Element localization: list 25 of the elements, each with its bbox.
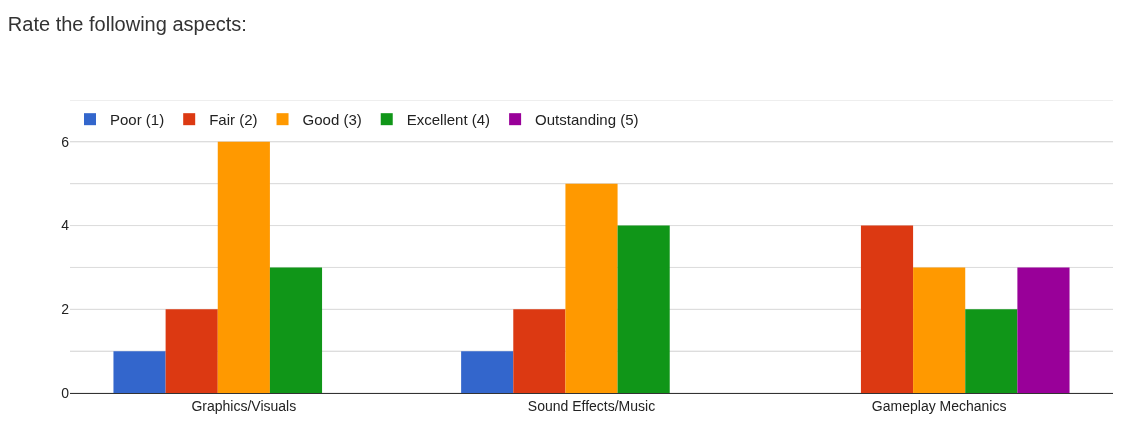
bar (513, 309, 566, 393)
legend-label: Good (3) (302, 111, 362, 129)
legend-label: Excellent (4) (406, 111, 491, 129)
y-tick-label: 4 (61, 217, 70, 234)
legend-label: Poor (1) (110, 111, 165, 129)
bar (965, 309, 1018, 393)
y-tick-label: 2 (61, 301, 70, 318)
y-tick-label: 0 (61, 384, 70, 401)
bar (269, 267, 323, 393)
bar (860, 225, 914, 393)
bar (217, 141, 270, 393)
bar (1017, 267, 1070, 393)
y-tick-label: 6 (61, 133, 70, 150)
x-tick-label: Graphics/Visuals (191, 397, 297, 414)
x-tick-label: Gameplay Mechanics (871, 397, 1007, 414)
x-tick-label: Sound Effects/Music (527, 397, 656, 414)
bar (565, 183, 618, 393)
chart-title: Rate the following aspects: (7, 13, 247, 36)
legend-label: Fair (2) (209, 111, 258, 129)
bar (913, 267, 966, 393)
bar (165, 309, 218, 393)
bar (461, 351, 514, 393)
legend-label: Outstanding (5) (535, 111, 639, 129)
bar (617, 225, 670, 393)
bar (113, 351, 166, 393)
